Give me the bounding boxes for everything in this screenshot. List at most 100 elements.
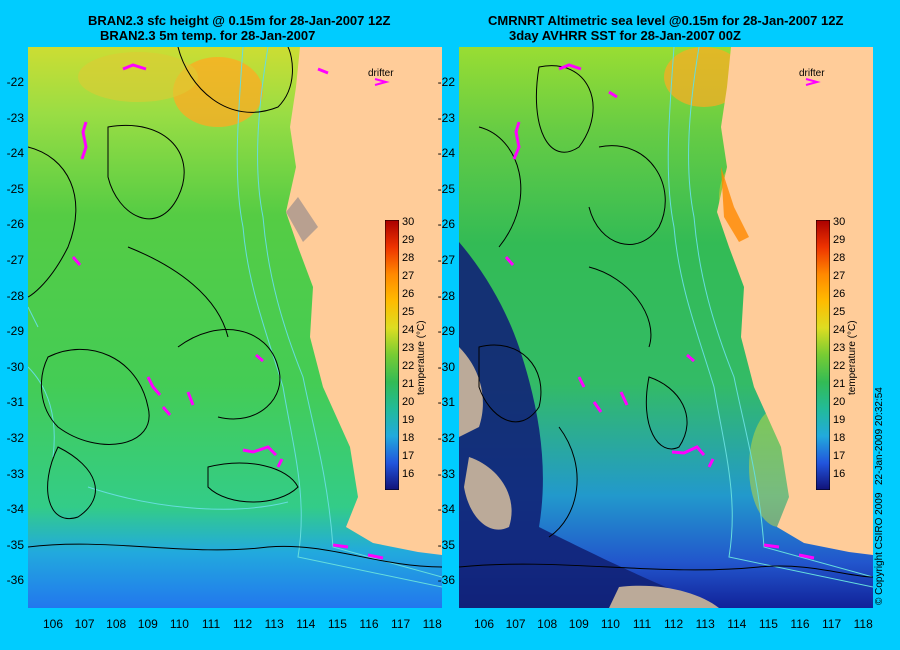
contour-line [588,266,652,348]
right-sst-map [459,47,873,608]
drifter-track [512,121,521,160]
longitude-tick-label: 112 [664,617,684,631]
land-outcrop [286,197,318,242]
latitude-tick-label: -28 [437,288,455,303]
cloud-patch [464,457,512,530]
colorbar-tick-label: 18 [833,432,846,444]
longitude-tick-label: 113 [695,617,715,631]
right-drifter-legend-label: drifter [799,68,825,79]
drifter-track [707,458,715,468]
contour-line [47,446,96,520]
longitude-tick-label: 106 [42,617,64,631]
drifter-track [186,391,195,406]
contour-line [478,344,542,423]
contour-line [548,426,578,538]
isobath-line [236,47,442,588]
contour-line [478,126,522,248]
longitude-tick-label: 109 [137,617,158,631]
contour-line [645,376,688,450]
isobath-line [257,47,442,578]
latitude-tick-label: -24 [6,146,24,161]
latitude-tick-label: -22 [437,75,455,89]
drifter-track [592,401,603,413]
drifter-tracks [504,63,815,560]
drifter-track [671,445,706,456]
colorbar-tick-label: 24 [402,324,415,336]
latitude-tick-label: -25 [437,181,455,196]
latitude-tick-label: -26 [6,217,24,232]
drifter-track [608,90,618,99]
colorbar-tick-label: 17 [833,450,846,462]
latitude-tick-label: -29 [6,324,24,339]
right-colorbar [816,220,830,490]
colorbar-tick-label: 22 [833,360,846,372]
latitude-tick-label: -32 [6,431,24,445]
drifter-track [255,353,264,363]
longitude-tick-label: 111 [632,617,652,631]
drifter-track [71,256,82,266]
drifter-track [80,121,88,160]
colorbar-tick-label: 19 [402,414,415,426]
colorbar-tick-label: 24 [833,324,846,336]
colorbar-tick-label: 27 [833,270,846,282]
longitude-tick-label: 117 [391,617,411,631]
colorbar-tick-label: 26 [833,288,846,300]
contour-line [207,462,299,503]
latitude-tick-label: -30 [437,359,455,374]
colorbar-tick-label: 29 [833,234,846,246]
latitude-tick-label: -33 [437,466,455,481]
drifter-track [558,63,582,71]
longitude-tick-label: 108 [537,617,558,631]
drifter-track [317,67,329,75]
latitude-tick-label: -34 [6,502,24,517]
colorbar-tick-label: 29 [402,234,415,246]
drifter-track [122,63,147,71]
drifter-tracks [71,63,384,560]
cloud-patch [609,585,719,608]
isobath-line [688,47,873,578]
longitude-tick-label: 110 [600,617,620,631]
contour-line [107,125,185,220]
latitude-tick-label: -27 [6,253,24,267]
colorbar-tick-label: 30 [402,216,415,228]
left-map-panel [28,47,442,608]
australia-land [717,47,873,555]
contour-line [535,65,594,153]
drifter-legend-symbol [805,78,821,86]
colorbar-tick-label: 18 [402,432,415,444]
latitude-tick-label: -26 [437,217,455,232]
longitude-tick-label: 118 [422,617,442,631]
warm-coastal-strip [721,167,749,242]
drifter-track [276,458,284,468]
latitude-tick-label: -27 [437,253,455,267]
longitude-tick-label: 113 [264,617,284,631]
colorbar-tick-label: 25 [833,306,846,318]
drifter-track [146,376,162,396]
copyright-notice: © Copyright CSIRO 2009 [874,492,885,605]
contour-line [177,329,281,420]
longitude-tick-label: 114 [727,617,747,631]
longitude-tick-label: 116 [790,617,810,631]
contour-line [588,145,666,245]
drifter-track [686,353,695,363]
cloud-mask-region [459,242,719,608]
right-title-line2: 3day AVHRR SST for 28-Jan-2007 00Z [509,28,741,43]
latitude-tick-label: -28 [6,288,24,303]
drifter-track [619,391,629,406]
right-colorbar-label: temperature (°C) [847,320,858,395]
drifter-track [504,256,515,266]
colorbar-tick-label: 16 [833,468,846,480]
latitude-tick-label: -31 [437,395,455,410]
latitude-tick-label: -32 [437,431,455,445]
latitude-tick-label: -29 [437,324,455,339]
longitude-tick-label: 115 [327,617,347,631]
drifter-track [332,543,349,549]
isobath-line [28,306,289,510]
drifter-track [161,406,172,416]
contour-line [40,348,150,445]
colorbar-tick-label: 28 [402,252,415,264]
colorbar-tick-label: 17 [402,450,415,462]
longitude-tick-label: 109 [568,617,589,631]
colorbar-tick-label: 22 [402,360,415,372]
left-title-line1: BRAN2.3 sfc height @ 0.15m for 28-Jan-20… [88,13,391,28]
